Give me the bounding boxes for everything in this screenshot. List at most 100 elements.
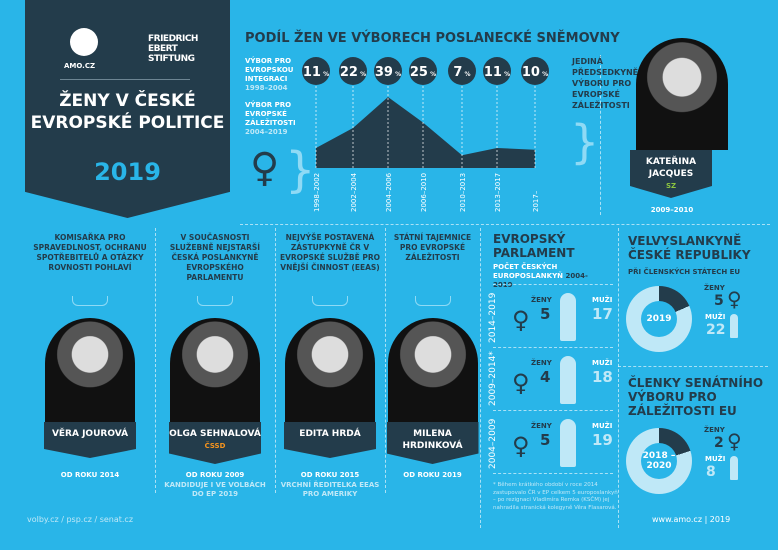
man-icon [560, 293, 576, 341]
profile-name-box: MILENA HRDINKOVÁ [386, 422, 479, 464]
women-label: ŽENY [531, 422, 552, 430]
men-count: 22 [706, 322, 726, 338]
amo-logo: AMO.CZ [64, 62, 96, 70]
man-icon [730, 456, 738, 480]
women-label: ŽENY [704, 284, 725, 292]
brace-icon [312, 296, 348, 306]
ep-title: EVROPSKÝ PARLAMENT [493, 232, 575, 260]
value-badge [521, 57, 549, 85]
women-count: 5 [540, 431, 551, 449]
donut-year: 2019 [641, 301, 677, 337]
value-badge [302, 57, 330, 85]
woman-icon: ♀ [250, 145, 280, 191]
x-tick-label: 2004–2006 [385, 172, 393, 212]
women-label: ŽENY [531, 359, 552, 367]
woman-icon: ♀ [512, 369, 530, 397]
ambassadors-subtitle: PŘI ČLENSKÝCH STÁTECH EU [628, 268, 741, 276]
chart-title: PODÍL ŽEN VE VÝBORECH POSLANECKÉ SNĚMOVN… [245, 31, 620, 46]
profile-name-box: OLGA SEHNALOVÁ ČSSD [169, 422, 261, 464]
chair-name: KATEŘINA JACQUES [645, 157, 697, 179]
men-count: 8 [706, 464, 716, 480]
man-icon [730, 314, 738, 338]
women-label: ŽENY [704, 426, 725, 434]
divider [155, 228, 156, 493]
profile-since: OD ROKU 2009 [185, 471, 245, 479]
x-tick-label: 2017– [532, 190, 540, 212]
ep-period: 2014–2019 [488, 292, 498, 343]
profile-since: OD ROKU 2019 [403, 471, 462, 479]
men-count: 17 [592, 305, 613, 323]
value-badge [339, 57, 367, 85]
profile-role: NEJVÝŠE POSTAVENÁ ZÁSTUPKYNĚ ČR V EVROPS… [279, 233, 381, 272]
men-count: 18 [592, 368, 613, 386]
sources: volby.cz / psp.cz / senat.cz [27, 515, 134, 524]
men-label: MUŽI [705, 455, 726, 463]
brace-icon [414, 296, 451, 306]
area-series [316, 97, 535, 168]
x-tick-label: 2006–2010 [420, 173, 428, 212]
chair-party: SZ [665, 182, 677, 190]
brace-icon: } [570, 115, 600, 169]
men-label: MUŽI [592, 296, 613, 304]
profile-since: OD ROKU 2014 [60, 471, 120, 479]
donut-chart: 2018 – 2020 [626, 428, 692, 494]
profile-role: STÁTNÍ TAJEMNICE PRO EVROPSKÉ ZÁLEŽITOST… [393, 233, 472, 262]
woman-icon: ♀ [727, 429, 742, 453]
men-label: MUŽI [705, 313, 726, 321]
brace-icon [72, 296, 108, 306]
profile-photo [170, 318, 260, 422]
divider [240, 224, 770, 225]
men-label: MUŽI [592, 422, 613, 430]
x-tick-label: 2013–2017 [494, 173, 502, 212]
legend-period-2: 2004–2019 [245, 128, 288, 136]
ambassadors-title: VELVYSLANKYNĚ ČESKÉ REPUBLIKY [628, 234, 751, 262]
profile-name: EDITA HRDÁ [299, 429, 361, 439]
woman-icon: ♀ [512, 432, 530, 460]
profile-since: OD ROKU 2015 [300, 471, 360, 479]
profile-role: KOMISAŘKA PRO SPRAVEDLNOST, OCHRANU SPOT… [33, 233, 147, 272]
women-count: 2 [714, 435, 724, 451]
divider [493, 473, 613, 474]
profile-party: ČSSD [204, 442, 226, 450]
photo-katerina-jacques [636, 38, 728, 150]
senate-title: ČLENKY SENÁTNÍHO VÝBORU PRO ZÁLEŽITOSTI … [628, 376, 764, 418]
x-tick-label: 2002–2004 [350, 172, 358, 212]
profile-photo [285, 318, 375, 422]
divider [275, 228, 276, 493]
woman-icon: ♀ [727, 287, 742, 311]
profile-name: MILENA HRDINKOVÁ [402, 429, 463, 451]
donut-year: 2018 – 2020 [641, 443, 677, 479]
women-count: 4 [540, 368, 551, 386]
women-label: ŽENY [531, 296, 552, 304]
footer-site: www.amo.cz | 2019 [652, 515, 731, 524]
men-label: MUŽI [592, 359, 613, 367]
women-count: 5 [714, 293, 724, 309]
chair-caption: JEDINÁ PŘEDSEDKYNĚ VÝBORU PRO EVROPSKÉ Z… [572, 57, 639, 110]
legend-period-1: 1998–2004 [245, 84, 288, 92]
chair-period: 2009–2010 [650, 206, 694, 214]
value-badge [409, 57, 437, 85]
page-year: 2019 [94, 158, 161, 186]
ep-period: 2004–2009 [488, 418, 498, 469]
divider [60, 79, 190, 80]
profile-name-box: EDITA HRDÁ [284, 422, 376, 458]
profile-photo [387, 318, 478, 422]
x-tick-label: 2010–2013 [459, 173, 467, 212]
donut-chart: 2019 [626, 286, 692, 352]
divider [493, 284, 613, 285]
divider [480, 228, 481, 528]
value-badge [483, 57, 511, 85]
profile-note: VRCHNÍ ŘEDITELKA EEAS PRO AMERIKY [280, 481, 380, 498]
divider [618, 366, 768, 367]
profile-name: VĚRA JOUROVÁ [51, 429, 129, 439]
x-tick-label: 1998–2002 [313, 173, 321, 212]
value-badge [448, 57, 476, 85]
legend-committee-1: VÝBOR PRO EVROPSKOU INTEGRACI [245, 57, 294, 83]
ep-footnote: * Během krátkého období v roce 2014 zast… [493, 482, 618, 511]
profile-photo [45, 318, 135, 422]
divider [493, 410, 613, 411]
amo-globe-icon [70, 28, 98, 56]
brace-icon: } [285, 142, 316, 198]
divider [493, 347, 613, 348]
